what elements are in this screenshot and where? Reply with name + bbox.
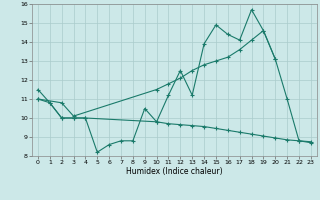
X-axis label: Humidex (Indice chaleur): Humidex (Indice chaleur) <box>126 167 223 176</box>
